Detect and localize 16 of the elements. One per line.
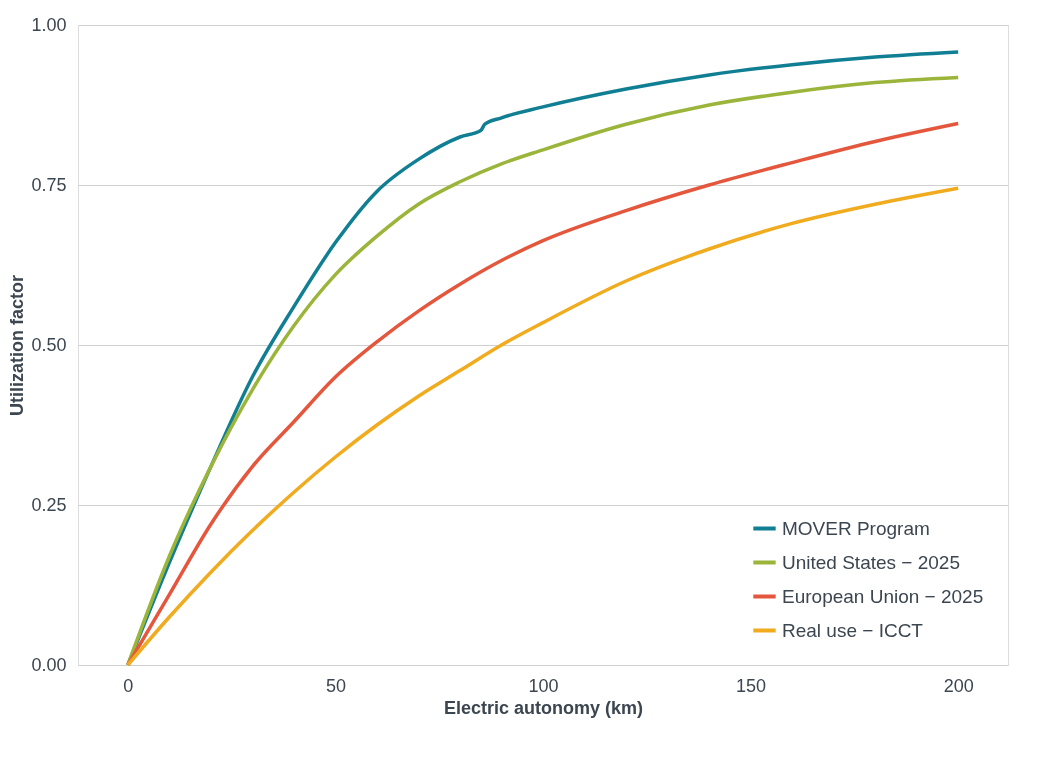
y-tick-label: 0.50 [31,334,67,355]
x-tick-label: 100 [528,675,559,696]
x-tick-label: 50 [325,675,346,696]
x-tick-label: 200 [943,675,974,696]
legend-label: Real use − ICCT [782,619,924,641]
y-tick-label: 0.75 [31,174,67,195]
y-axis-title: Utilization factor [7,274,28,417]
legend-label: European Union − 2025 [782,585,984,607]
x-axis-title: Electric autonomy (km) [443,697,644,718]
y-tick-label: 1.00 [31,14,67,35]
y-tick-label: 0.00 [31,654,67,675]
legend-label: United States − 2025 [782,551,960,573]
x-tick-label: 150 [736,675,767,696]
legend-label: MOVER Program [782,517,930,539]
x-tick-label: 0 [123,675,134,696]
y-tick-label: 0.25 [31,494,67,515]
